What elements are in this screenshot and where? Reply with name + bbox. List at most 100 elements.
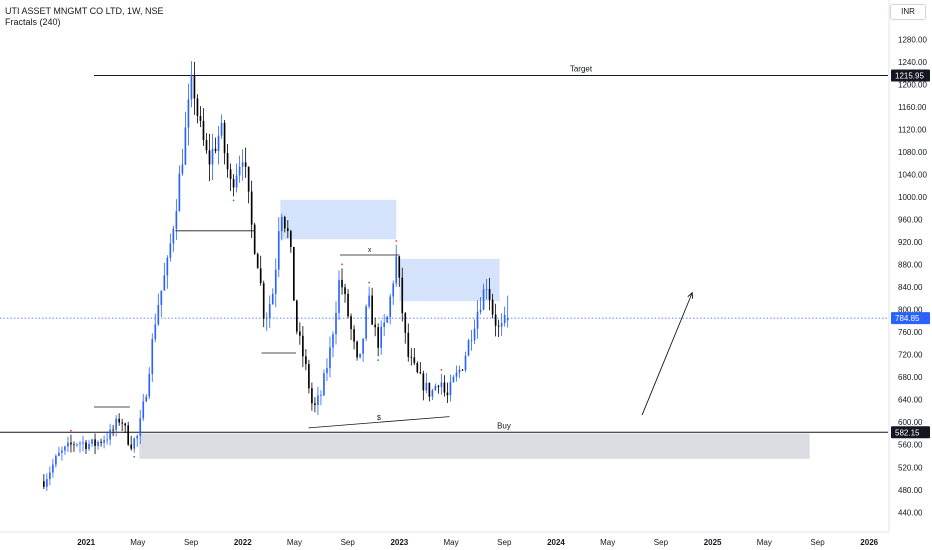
target-level-label: Target xyxy=(570,64,593,73)
candle-body xyxy=(199,116,202,121)
candle-body xyxy=(175,211,178,229)
price-tick-label: 640.00 xyxy=(898,396,923,405)
candle-body xyxy=(428,382,431,397)
price-tick-label: 960.00 xyxy=(898,216,923,225)
candle-body xyxy=(470,340,473,341)
candle-body xyxy=(67,442,69,447)
candle-body xyxy=(58,452,60,456)
fractal-up-marker xyxy=(395,240,398,242)
candle-body xyxy=(467,340,470,356)
fractal-up-marker xyxy=(440,368,443,371)
candle-body xyxy=(497,325,500,327)
price-tick-label: 1160.00 xyxy=(898,103,927,112)
candle-body xyxy=(446,392,449,396)
candle-body xyxy=(112,429,114,431)
price-tick-label: 720.00 xyxy=(898,351,923,360)
price-tick-label: 680.00 xyxy=(898,373,923,382)
candle-body xyxy=(353,329,355,342)
candle-body xyxy=(317,395,319,406)
candle-body xyxy=(232,179,235,188)
supply-zone-2[interactable] xyxy=(399,258,500,302)
time-tick-label: 2023 xyxy=(390,538,408,547)
candle-body xyxy=(202,120,205,141)
target-price-badge xyxy=(891,69,930,82)
candle-body xyxy=(473,328,476,341)
candle-body xyxy=(320,395,322,397)
candle-body xyxy=(326,368,328,374)
time-tick-label: Sep xyxy=(341,538,356,547)
candle-body xyxy=(226,153,229,170)
candle-body xyxy=(422,373,425,391)
candle-body xyxy=(362,338,364,354)
candle-body xyxy=(250,191,253,225)
candle-body xyxy=(347,293,349,317)
candle-body xyxy=(121,422,123,424)
candle-body xyxy=(461,369,464,371)
buy-price-badge-text: 582.15 xyxy=(895,428,920,437)
candle-body xyxy=(395,256,398,284)
price-axis[interactable] xyxy=(889,0,932,550)
time-tick-label: Sep xyxy=(497,538,512,547)
chart-title: UTI ASSET MNGMT CO LTD, 1W, NSE xyxy=(5,6,164,16)
candle-body xyxy=(389,296,392,317)
price-tick-label: 560.00 xyxy=(898,441,923,450)
candle-body xyxy=(401,277,404,314)
time-tick-label: Sep xyxy=(654,538,669,547)
arrow-head xyxy=(687,291,694,299)
candle-body xyxy=(265,318,268,319)
candle-body xyxy=(205,140,208,151)
candle-body xyxy=(503,314,506,324)
candle-body xyxy=(274,269,277,294)
candle-body xyxy=(64,446,66,451)
support-trendline[interactable] xyxy=(308,416,450,429)
time-tick-label: May xyxy=(757,538,772,547)
candle-body xyxy=(434,385,437,391)
time-tick-label: May xyxy=(600,538,615,547)
candle-body xyxy=(49,472,51,480)
candle-body xyxy=(103,440,105,443)
currency-button[interactable]: INR xyxy=(890,4,926,20)
buy-level-label: Buy xyxy=(497,421,511,430)
candle-body xyxy=(55,455,57,465)
candle-body xyxy=(94,439,96,446)
buy-zone[interactable] xyxy=(139,433,810,459)
indicator-label[interactable]: Fractals (240) xyxy=(5,17,61,27)
candle-body xyxy=(214,148,217,152)
candle-body xyxy=(283,216,286,229)
candle-body xyxy=(154,324,157,340)
supply-zone-1[interactable] xyxy=(280,199,397,240)
candle-body xyxy=(419,372,422,374)
time-tick-label: May xyxy=(130,538,145,547)
candle-body xyxy=(136,435,139,439)
time-axis[interactable] xyxy=(0,532,889,550)
candle-body xyxy=(190,75,193,100)
candle-body xyxy=(127,425,130,445)
candle-body xyxy=(335,312,337,335)
candle-body xyxy=(166,257,169,276)
candle-body xyxy=(109,429,111,440)
candle-body xyxy=(371,295,373,325)
candle-body xyxy=(323,373,325,396)
time-tick-label: 2025 xyxy=(704,538,722,547)
candle-body xyxy=(476,311,479,329)
candle-body xyxy=(488,289,491,300)
candle-body xyxy=(208,150,211,165)
candle-body xyxy=(383,322,386,327)
time-tick-label: May xyxy=(443,538,458,547)
candle-body xyxy=(350,316,352,330)
candle-body xyxy=(311,388,313,404)
fractal-down-marker xyxy=(133,455,136,458)
candle-body xyxy=(344,287,346,294)
candle-body xyxy=(88,443,90,450)
candle-body xyxy=(241,162,244,167)
candle-body xyxy=(398,256,401,278)
candle-body xyxy=(440,382,443,387)
candle-body xyxy=(368,295,370,307)
candle-body xyxy=(416,363,419,373)
candle-body xyxy=(196,98,199,117)
price-tick-label: 920.00 xyxy=(898,238,923,247)
candle-body xyxy=(277,231,280,270)
candle-body xyxy=(61,450,63,453)
projection-arrow[interactable] xyxy=(641,292,693,416)
